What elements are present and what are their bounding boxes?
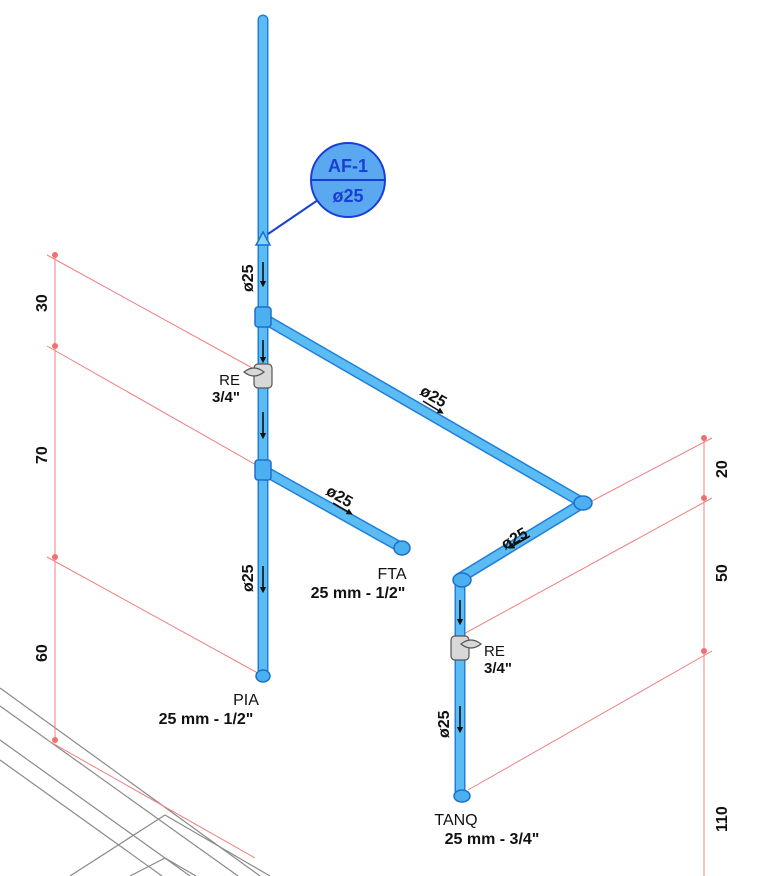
point-fta-spec: 25 mm - 1/2" <box>311 585 406 602</box>
dim-left-1: 30 <box>34 294 51 312</box>
dim-right-3: 110 <box>714 806 731 832</box>
dim-left-2: 70 <box>34 446 51 464</box>
point-pia-spec: 25 mm - 1/2" <box>159 711 254 728</box>
pipe-tag-bubble: AF-1 ø25 <box>310 142 386 218</box>
tee-fitting <box>254 459 272 481</box>
valve-label-1-line1: RE <box>219 372 240 389</box>
flow-arrow <box>508 535 531 549</box>
elbow-fitting <box>573 495 593 511</box>
riser-start-marker <box>254 230 272 246</box>
tag-bottom-text: ø25 <box>332 186 363 206</box>
pipe-network <box>257 14 589 801</box>
pipe-label-drop-tanq: ø25 <box>436 710 453 738</box>
valve-icon <box>243 363 273 389</box>
point-fta-name: FTA <box>377 566 406 583</box>
valve-label-2-line1: RE <box>484 643 505 660</box>
left-dimension-lines <box>46 252 266 859</box>
point-tanq-spec: 25 mm - 3/4" <box>445 831 540 848</box>
tag-top-text: AF-1 <box>328 156 368 176</box>
flow-arrows <box>259 262 531 734</box>
pipe-label-riser-lower: ø25 <box>240 564 257 592</box>
dim-left-3: 60 <box>34 644 51 662</box>
floor-slab-lines <box>0 687 271 876</box>
dim-right-2: 50 <box>714 564 731 582</box>
tag-leader-line <box>267 199 319 235</box>
flow-arrow <box>422 400 444 414</box>
tee-fitting <box>254 306 272 328</box>
pipe-end-cap <box>453 789 471 803</box>
dim-right-1: 20 <box>714 460 731 478</box>
pipe-end-cap <box>255 669 271 683</box>
pipe-label-riser-top: ø25 <box>240 264 257 292</box>
right-dimension-lines <box>459 435 713 876</box>
elbow-fitting <box>452 572 472 588</box>
valve-icon <box>450 635 482 661</box>
valve-label-1-line2: 3/4" <box>212 389 240 406</box>
pipe-end-cap <box>393 540 411 556</box>
valve-label-2-line2: 3/4" <box>484 660 512 677</box>
pipe-fittings <box>254 230 593 803</box>
point-tanq-name: TANQ <box>434 812 477 829</box>
point-pia-name: PIA <box>233 692 259 709</box>
flow-arrow <box>332 502 353 515</box>
